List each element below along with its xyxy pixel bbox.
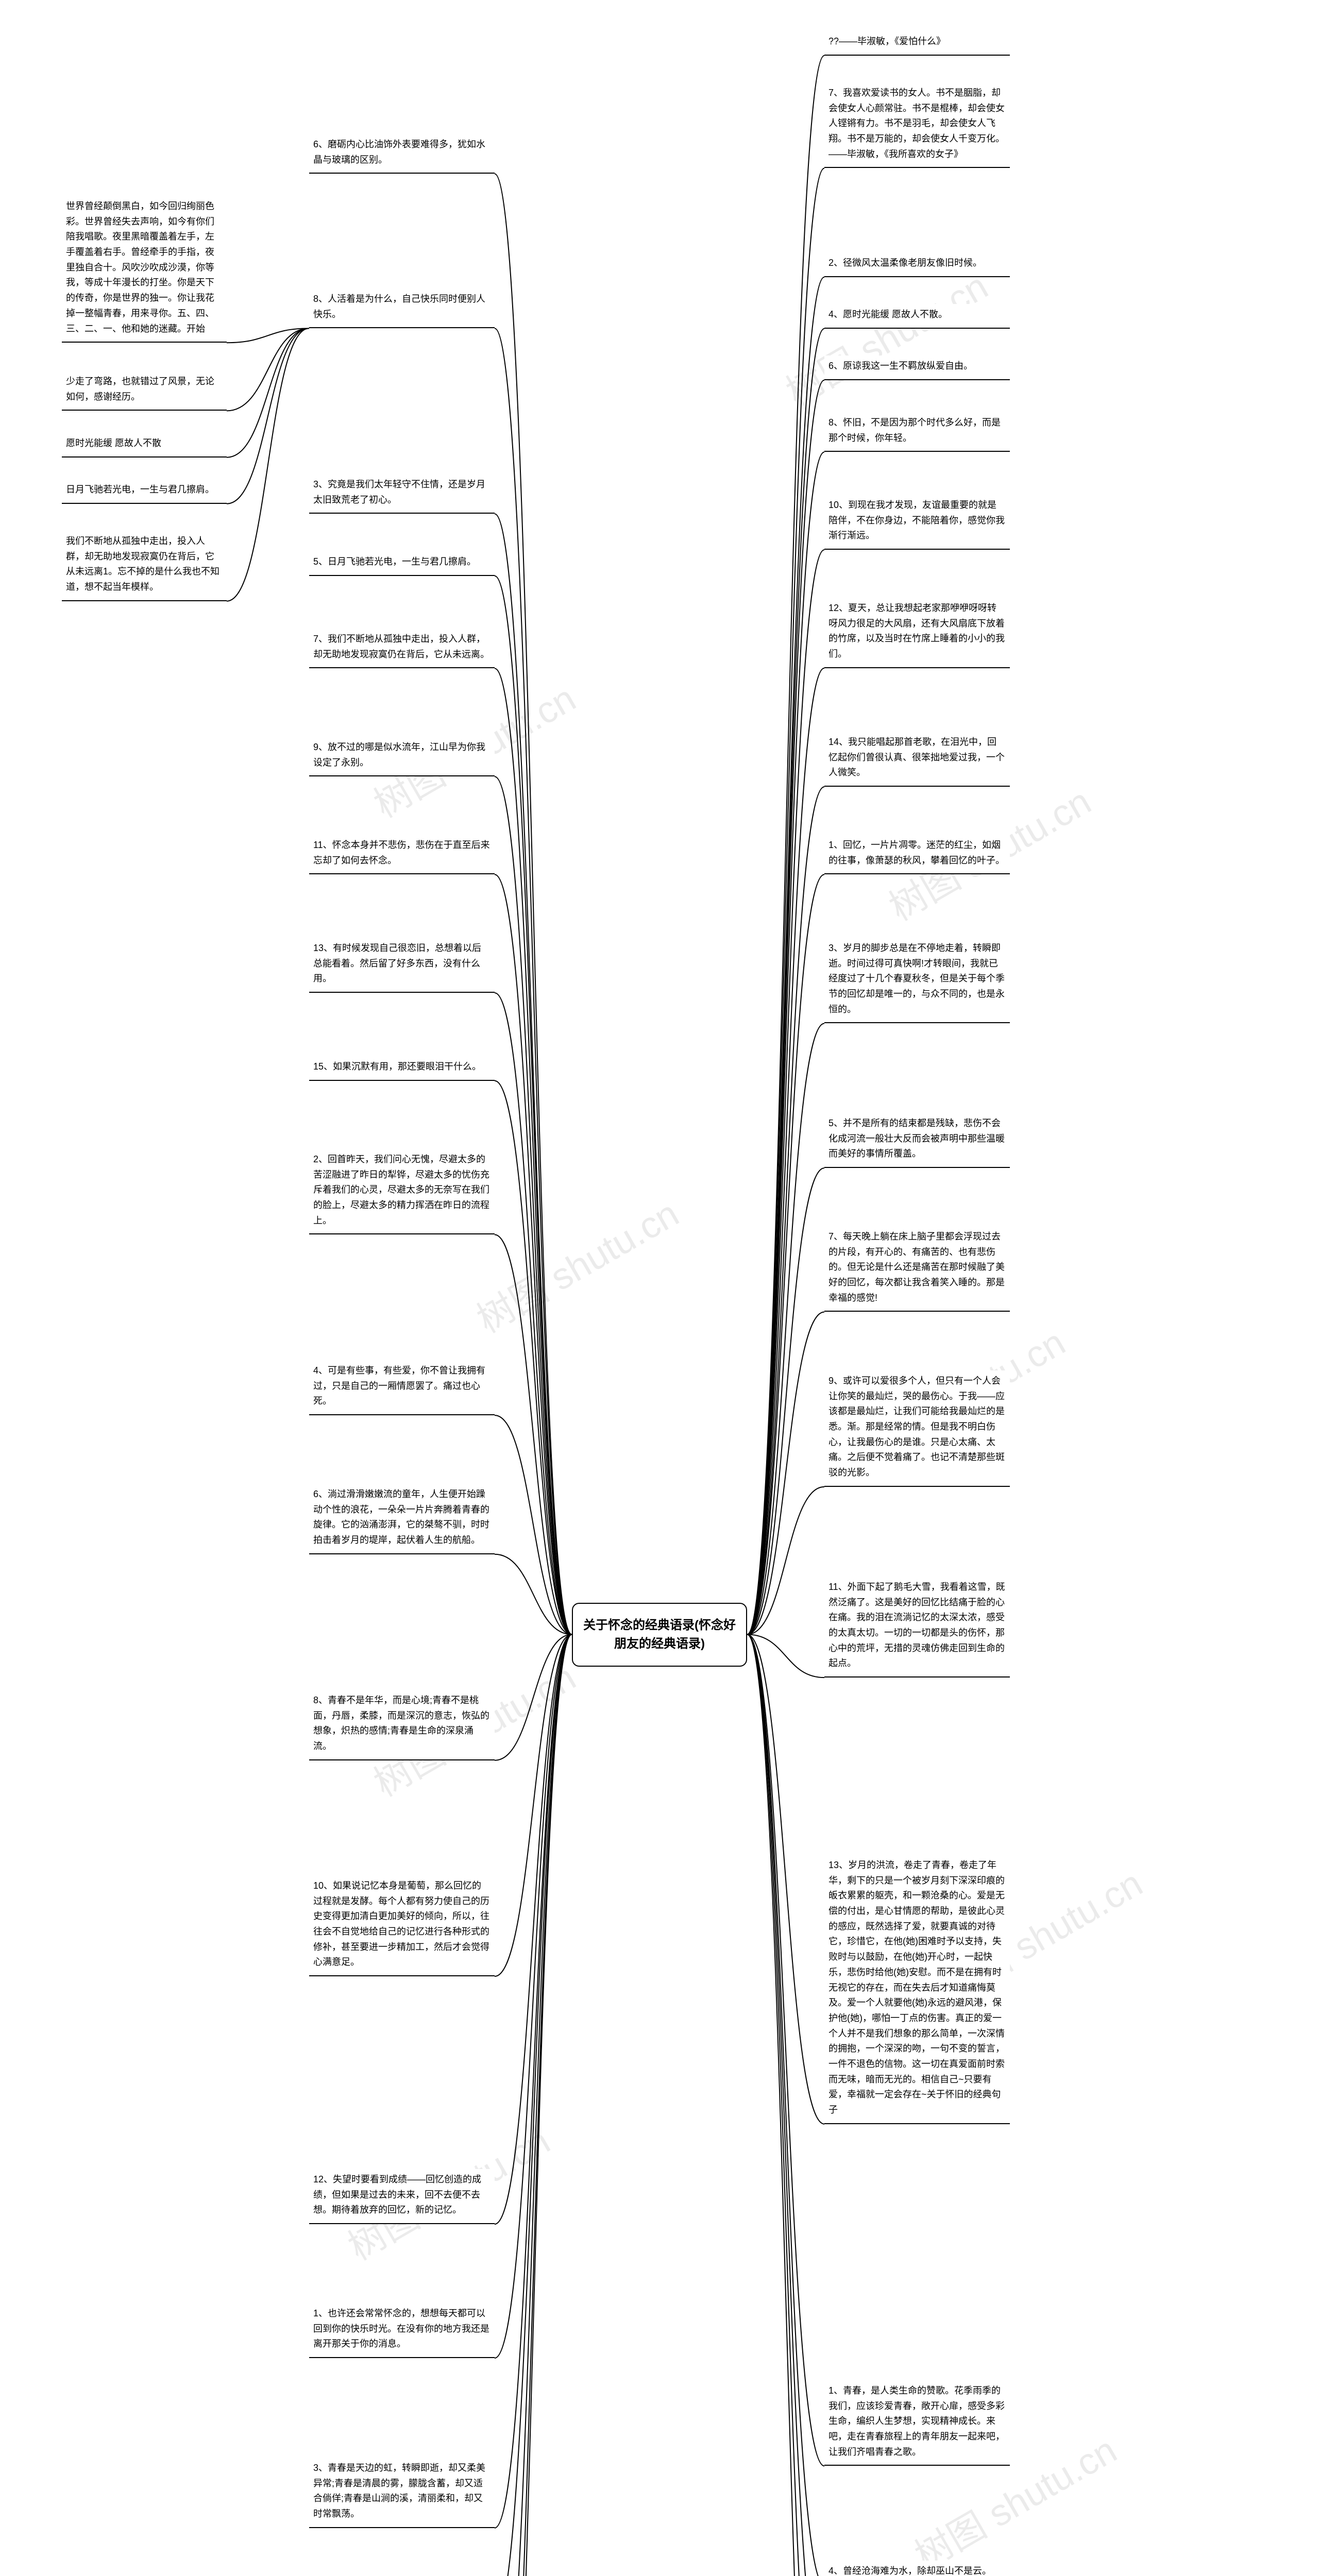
- center-node: 关于怀念的经典语录(怀念好朋友的经典语录): [572, 1603, 747, 1667]
- right-node: 7、每天晚上躺在床上脑子里都会浮现过去的片段，有开心的、有痛苦的、也有悲伤的。但…: [824, 1226, 1010, 1312]
- node-text: 3、岁月的脚步总是在不停地走着，转瞬即逝。时间过得可真快啊!才转眼间，我就已经度…: [828, 943, 1005, 1014]
- node-text: 我们不断地从孤独中走出，投入人群，却无助地发现寂寞仍在背后，它从未远离1。忘不掉…: [66, 536, 219, 592]
- left-node: 8、青春不是年华，而是心境;青春不是桃面，丹唇，柔膝，而是深沉的意志，恢弘的想象…: [309, 1690, 495, 1760]
- node-text: 9、或许可以爱很多个人，但只有一个人会让你笑的最灿烂，哭的最伤心。于我——应该都…: [828, 1376, 1005, 1478]
- node-text: 10、如果说记忆本身是葡萄，那么回忆的过程就是发酵。每个人都有努力使自己的历史变…: [313, 1880, 489, 1967]
- node-text: 5、并不是所有的结束都是残缺，悲伤不会化成河流一般壮大反而会被声明中那些温暖而美…: [828, 1118, 1005, 1159]
- right-node: 2、径微风太温柔像老朋友像旧时候。: [824, 252, 1010, 277]
- right-node: 4、愿时光能缓 愿故人不散。: [824, 304, 1010, 329]
- node-text: 6、原谅我这一生不羁放纵爱自由。: [828, 361, 973, 371]
- right-node: 8、怀旧，不是因为那个时代多么好，而是那个时候，你年轻。: [824, 412, 1010, 452]
- right-node: 5、并不是所有的结束都是残缺，悲伤不会化成河流一般壮大反而会被声明中那些温暖而美…: [824, 1113, 1010, 1168]
- node-text: 7、我喜欢爱读书的女人。书不是胭脂，却会使女人心颜常驻。书不是棍棒，却会使女人铿…: [828, 88, 1005, 159]
- node-text: 2、回首昨天，我们问心无愧，尽避太多的苦涩融进了昨日的犁铧，尽避太多的忧伤充斥着…: [313, 1154, 489, 1226]
- node-text: 5、日月飞驰若光电，一生与君几擦肩。: [313, 556, 476, 567]
- left-sub-node: 世界曾经颠倒黑白，如今回归绚丽色彩。世界曾经失去声响，如今有你们陪我唱歌。夜里黑…: [62, 196, 227, 343]
- node-text: 6、淌过滑滑嫩嫩流的童年，人生便开始躁动个性的浪花，一朵朵一片片奔腾着青春的旋律…: [313, 1489, 489, 1545]
- left-sub-node: 愿时光能缓 愿故人不散: [62, 433, 227, 457]
- right-node: 1、青春，是人类生命的赞歌。花季雨季的我们，应该珍爱青春，敞开心扉，感受多彩生命…: [824, 2380, 1010, 2466]
- node-text: 3、青春是天边的虹，转瞬即逝，却又柔美异常;青春是清晨的雾，朦胧含蓄，却又适合倘…: [313, 2463, 485, 2519]
- node-text: 11、外面下起了鹅毛大雪，我看着这雪，既然泛痛了。这是美好的回忆比结痛于脸的心在…: [828, 1582, 1005, 1668]
- node-text: 11、怀念本身并不悲伤，悲伤在于直至后来忘却了如何去怀念。: [313, 840, 490, 866]
- node-text: 8、青春不是年华，而是心境;青春不是桃面，丹唇，柔膝，而是深沉的意志，恢弘的想象…: [313, 1695, 489, 1751]
- right-node: 10、到现在我才发现，友谊最重要的就是陪伴，不在你身边，不能陪着你，感觉你我渐行…: [824, 495, 1010, 550]
- left-node: 1、也许还会常常怀念的，想想每天都可以回到你的快乐时光。在没有你的地方我还是离开…: [309, 2303, 495, 2358]
- right-node: 3、岁月的脚步总是在不停地走着，转瞬即逝。时间过得可真快啊!才转眼间，我就已经度…: [824, 938, 1010, 1023]
- right-node: 4、曾经沧海难为水，除却巫山不是云。: [824, 2561, 1010, 2576]
- right-node: 13、岁月的洪流，卷走了青春，卷走了年华，剩下的只是一个被岁月刻下深深印痕的皈衣…: [824, 1855, 1010, 2124]
- node-text: 7、我们不断地从孤独中走出，投入人群，却无助地发现寂寞仍在背后，它从未远离。: [313, 634, 489, 659]
- left-node: 5、日月飞驰若光电，一生与君几擦肩。: [309, 551, 495, 576]
- left-node: 3、青春是天边的虹，转瞬即逝，却又柔美异常;青春是清晨的雾，朦胧含蓄，却又适合倘…: [309, 2458, 495, 2528]
- left-sub-node: 少走了弯路，也就错过了风景，无论如何，感谢经历。: [62, 371, 227, 411]
- watermark: 树图 shutu.cn: [774, 257, 996, 416]
- left-node: 11、怀念本身并不悲伤，悲伤在于直至后来忘却了如何去怀念。: [309, 835, 495, 874]
- left-node: 3、究竟是我们太年轻守不住情，还是岁月太旧致荒老了初心。: [309, 474, 495, 514]
- right-node: 11、外面下起了鹅毛大雪，我看着这雪，既然泛痛了。这是美好的回忆比结痛于脸的心在…: [824, 1577, 1010, 1677]
- right-node: 7、我喜欢爱读书的女人。书不是胭脂，却会使女人心颜常驻。书不是棍棒，却会使女人铿…: [824, 82, 1010, 168]
- left-node: 8、人活着是为什么，自己快乐同时便别人快乐。: [309, 289, 495, 328]
- node-text: 13、岁月的洪流，卷走了青春，卷走了年华，剩下的只是一个被岁月刻下深深印痕的皈衣…: [828, 1860, 1005, 2115]
- left-node: 13、有时候发现自己很恋旧，总想着以后总能看着。然后留了好多东西，没有什么用。: [309, 938, 495, 993]
- watermark: 树图 shutu.cn: [465, 1184, 687, 1343]
- node-text: 愿时光能缓 愿故人不散: [66, 438, 161, 448]
- node-text: 6、磨砺内心比油饰外表要难得多，犹如水晶与玻璃的区别。: [313, 139, 485, 165]
- left-node: 2、回首昨天，我们问心无愧，尽避太多的苦涩融进了昨日的犁铧，尽避太多的忧伤充斥着…: [309, 1149, 495, 1234]
- node-text: 3、究竟是我们太年轻守不住情，还是岁月太旧致荒老了初心。: [313, 479, 485, 505]
- node-text: 13、有时候发现自己很恋旧，总想着以后总能看着。然后留了好多东西，没有什么用。: [313, 943, 481, 984]
- left-node: 4、可是有些事，有些爱，你不曾让我拥有过，只是自己的一厢情愿罢了。痛过也心死。: [309, 1360, 495, 1415]
- node-text: 少走了弯路，也就错过了风景，无论如何，感谢经历。: [66, 376, 214, 402]
- right-node: 1、回忆，一片片凋零。迷茫的红尘，如烟的往事，像萧瑟的秋风，攀着回忆的叶子。: [824, 835, 1010, 874]
- node-text: 日月飞驰若光电，一生与君几擦肩。: [66, 484, 214, 495]
- left-sub-node: 我们不断地从孤独中走出，投入人群，却无助地发现寂寞仍在背后，它从未远离1。忘不掉…: [62, 531, 227, 601]
- node-text: 1、青春，是人类生命的赞歌。花季雨季的我们，应该珍爱青春，敞开心扉，感受多彩生命…: [828, 2385, 1005, 2457]
- node-text: 8、怀旧，不是因为那个时代多么好，而是那个时候，你年轻。: [828, 417, 1001, 443]
- node-text: 14、我只能唱起那首老歌，在泪光中，回忆起你们曾很认真、很笨拙地爱过我，一个人微…: [828, 737, 1005, 777]
- node-text: 1、回忆，一片片凋零。迷茫的红尘，如烟的往事，像萧瑟的秋风，攀着回忆的叶子。: [828, 840, 1005, 866]
- left-node: 15、如果沉默有用，那还要眼泪干什么。: [309, 1056, 495, 1081]
- node-text: 4、愿时光能缓 愿故人不散。: [828, 309, 948, 319]
- node-text: 世界曾经颠倒黑白，如今回归绚丽色彩。世界曾经失去声响，如今有你们陪我唱歌。夜里黑…: [66, 201, 214, 334]
- right-node: 6、原谅我这一生不羁放纵爱自由。: [824, 355, 1010, 380]
- node-text: 2、径微风太温柔像老朋友像旧时候。: [828, 258, 982, 268]
- node-text: 9、放不过的哪是似水流年，江山早为你我设定了永别。: [313, 742, 485, 768]
- left-node: 12、失望时要看到成绩——回忆创造的成绩，但如果是过去的未来，回不去便不去想。期…: [309, 2169, 495, 2224]
- left-node: 7、我们不断地从孤独中走出，投入人群，却无助地发现寂寞仍在背后，它从未远离。: [309, 629, 495, 668]
- node-text: 15、如果沉默有用，那还要眼泪干什么。: [313, 1061, 481, 1072]
- left-node: 6、磨砺内心比油饰外表要难得多，犹如水晶与玻璃的区别。: [309, 134, 495, 174]
- right-node: 12、夏天，总让我想起老家那咿咿呀呀转呀风力很足的大风扇，还有大风扇底下放着的竹…: [824, 598, 1010, 668]
- right-node: 9、或许可以爱很多个人，但只有一个人会让你笑的最灿烂，哭的最伤心。于我——应该都…: [824, 1370, 1010, 1487]
- left-sub-node: 日月飞驰若光电，一生与君几擦肩。: [62, 479, 227, 504]
- node-text: 10、到现在我才发现，友谊最重要的就是陪伴，不在你身边，不能陪着你，感觉你我渐行…: [828, 500, 1005, 540]
- node-text: 12、失望时要看到成绩——回忆创造的成绩，但如果是过去的未来，回不去便不去想。期…: [313, 2174, 481, 2215]
- node-text: ??——毕淑敏，《爱怕什么》: [828, 36, 945, 46]
- right-node: ??——毕淑敏，《爱怕什么》: [824, 31, 1010, 56]
- left-node: 10、如果说记忆本身是葡萄，那么回忆的过程就是发酵。每个人都有努力使自己的历史变…: [309, 1875, 495, 1976]
- left-node: 9、放不过的哪是似水流年，江山早为你我设定了永别。: [309, 737, 495, 776]
- node-text: 4、可是有些事，有些爱，你不曾让我拥有过，只是自己的一厢情愿罢了。痛过也心死。: [313, 1365, 485, 1406]
- left-node: 6、淌过滑滑嫩嫩流的童年，人生便开始躁动个性的浪花，一朵朵一片片奔腾着青春的旋律…: [309, 1484, 495, 1554]
- node-text: 8、人活着是为什么，自己快乐同时便别人快乐。: [313, 294, 485, 319]
- right-node: 14、我只能唱起那首老歌，在泪光中，回忆起你们曾很认真、很笨拙地爱过我，一个人微…: [824, 732, 1010, 787]
- node-text: 1、也许还会常常怀念的，想想每天都可以回到你的快乐时光。在没有你的地方我还是离开…: [313, 2308, 489, 2349]
- node-text: 7、每天晚上躺在床上脑子里都会浮现过去的片段，有开心的、有痛苦的、也有悲伤的。但…: [828, 1231, 1005, 1303]
- node-text: 12、夏天，总让我想起老家那咿咿呀呀转呀风力很足的大风扇，还有大风扇底下放着的竹…: [828, 603, 1005, 659]
- node-text: 4、曾经沧海难为水，除却巫山不是云。: [828, 2566, 991, 2576]
- center-title: 关于怀念的经典语录(怀念好朋友的经典语录): [583, 1618, 736, 1651]
